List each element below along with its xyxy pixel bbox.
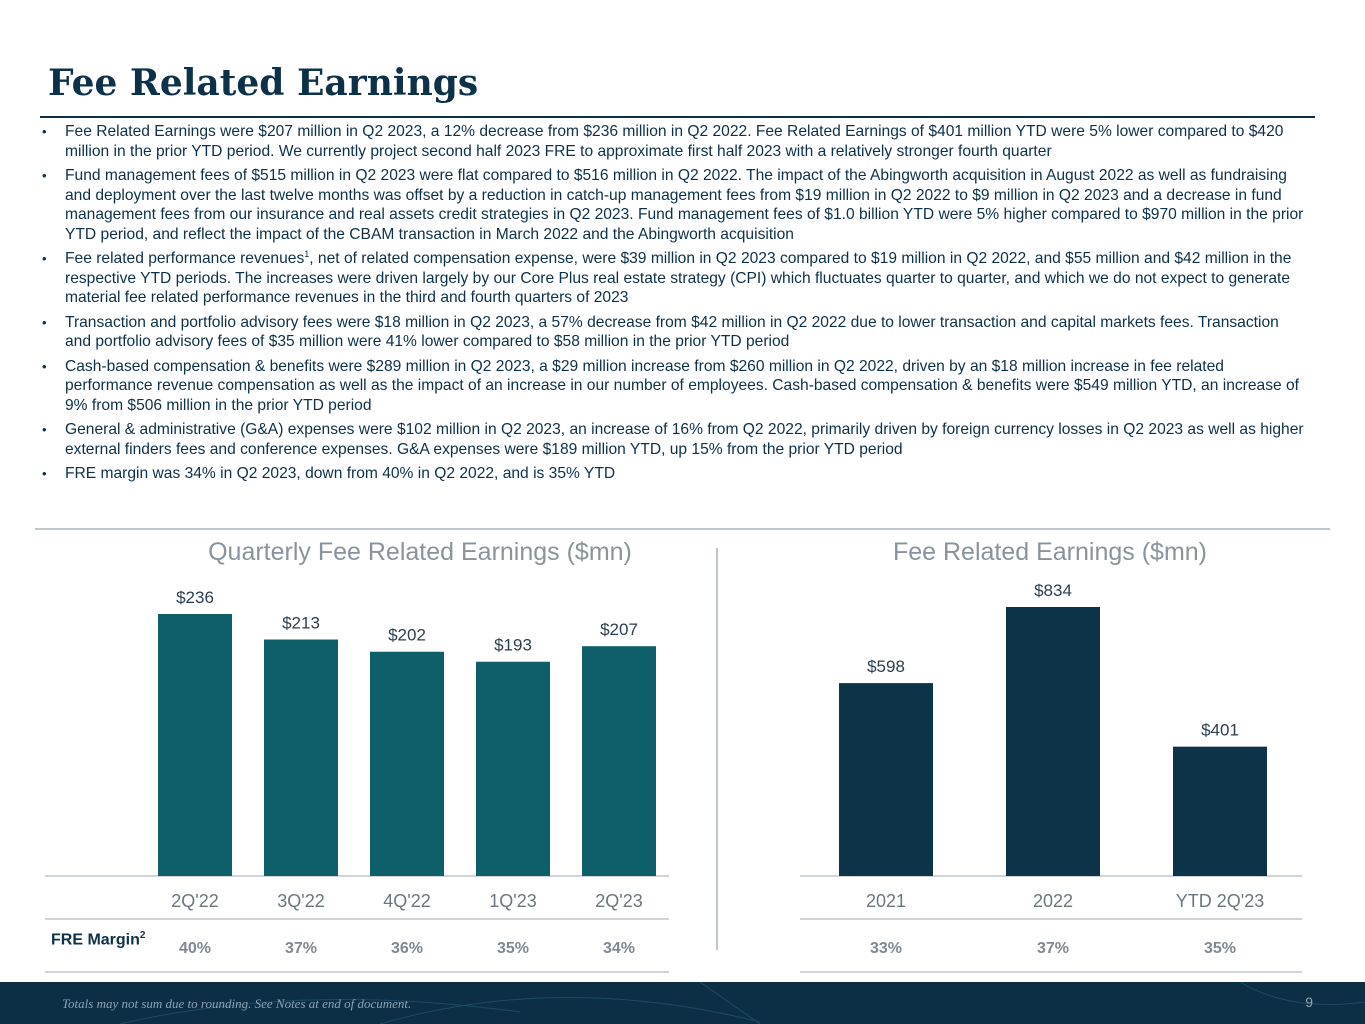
bullet-list: Fee Related Earnings were $207 million i… [40,122,1305,489]
quarterly-bar [264,639,338,876]
annual-category-label: YTD 2Q'23 [1176,891,1264,911]
annual-bar [839,683,933,876]
quarterly-bar [476,661,550,876]
fre-margin-text: FRE Margin [51,931,140,949]
fre-charts: $236 2Q'22 40% $213 3Q'22 37% $202 4Q'22 36% $193… [45,581,1302,973]
quarterly-margin-value: 40% [179,940,211,957]
footnote-ref-1: 1 [304,248,310,259]
quarterly-data-label: $236 [176,588,214,607]
perf-text-end: , net of related compensation expense, w… [65,250,1292,306]
bullet-fre-margin: FRE margin was 34% in Q2 2023, down from… [40,464,1305,484]
bullet-compensation: Cash-based compensation & benefits were … [40,357,1305,416]
annual-chart-title: Fee Related Earnings ($mn) [892,538,1208,566]
bullet-transaction-fees: Transaction and portfolio advisory fees … [40,313,1305,352]
fre-margin-label: FRE Margin2 [51,926,145,950]
quarterly-data-label: $213 [282,614,320,633]
chart-divider [716,548,718,950]
quarterly-category-label: 4Q'22 [383,891,430,911]
annual-data-label: $834 [1034,581,1072,600]
annual-data-label: $401 [1201,721,1239,740]
quarterly-category-label: 3Q'22 [277,891,324,911]
quarterly-margin-value: 36% [391,940,423,957]
quarterly-category-label: 2Q'23 [595,891,642,911]
bullet-fre-overview: Fee Related Earnings were $207 million i… [40,122,1305,161]
bullet-fund-management-fees: Fund management fees of $515 million in … [40,166,1305,244]
annual-margin-value: 35% [1204,940,1236,957]
footnote: Totals may not sum due to rounding. See … [62,996,412,1011]
quarterly-bar [370,651,444,876]
annual-category-label: 2021 [866,891,906,911]
footer-bar: Totals may not sum due to rounding. See … [0,982,1365,1024]
quarterly-margin-value: 35% [497,940,529,957]
page-number: 9 [1305,994,1313,1010]
footer-decoration [119,982,1365,1024]
section-divider [35,528,1330,530]
quarterly-chart-title: Quarterly Fee Related Earnings ($mn) [208,538,632,566]
quarterly-category-label: 2Q'22 [171,891,218,911]
annual-bar [1173,746,1267,876]
bullet-performance-revenues: Fee related performance revenues1, net o… [40,249,1305,308]
quarterly-bar [582,646,656,876]
quarterly-data-label: $207 [600,620,638,639]
annual-margin-value: 37% [1037,940,1069,957]
footnote-ref-2: 2 [139,930,146,941]
page-title: Fee Related Earnings [48,62,479,104]
title-divider [40,116,1315,118]
annual-category-label: 2022 [1033,891,1073,911]
quarterly-data-label: $202 [388,626,426,645]
quarterly-margin-value: 37% [285,940,317,957]
bullet-g-and-a: General & administrative (G&A) expenses … [40,420,1305,459]
perf-text-start: Fee related performance revenues [65,250,305,267]
quarterly-bar [158,614,232,876]
annual-bar [1006,607,1100,876]
quarterly-category-label: 1Q'23 [489,891,536,911]
quarterly-data-label: $193 [494,636,532,655]
quarterly-margin-value: 34% [603,940,635,957]
annual-data-label: $598 [867,657,905,676]
annual-margin-value: 33% [870,940,902,957]
